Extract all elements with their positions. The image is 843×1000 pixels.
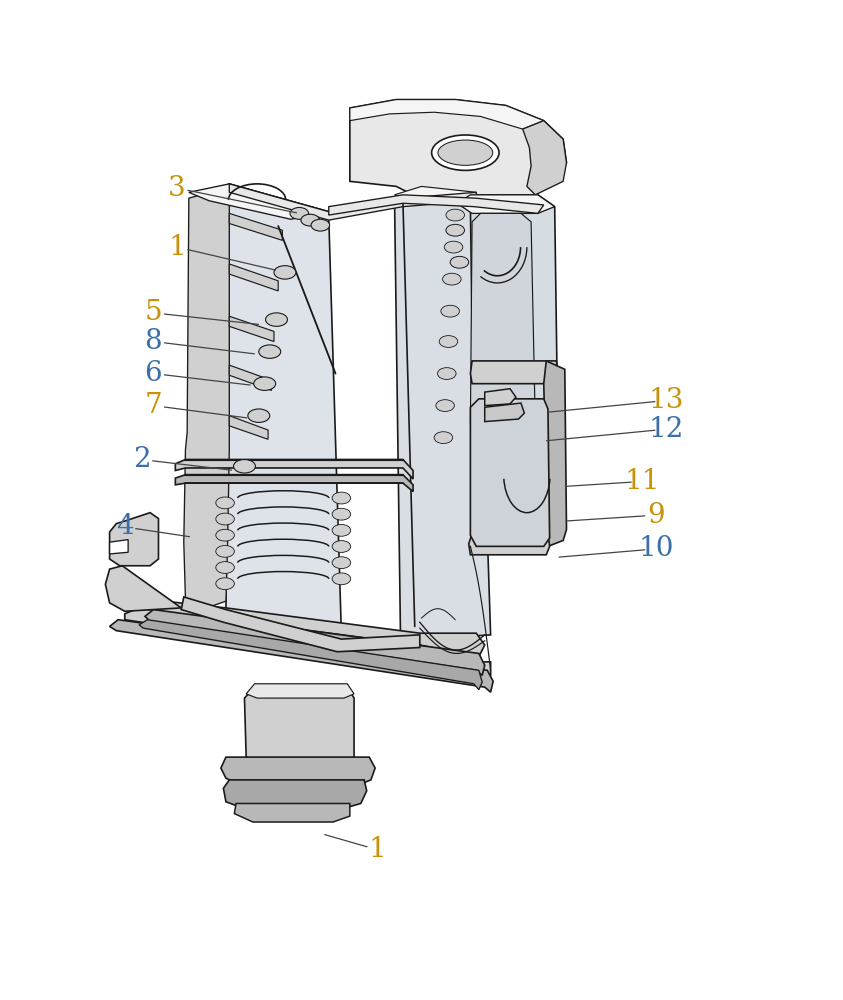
Polygon shape: [350, 100, 544, 129]
Polygon shape: [125, 608, 491, 675]
Ellipse shape: [216, 545, 234, 557]
Polygon shape: [110, 620, 493, 692]
Ellipse shape: [332, 492, 351, 504]
Ellipse shape: [436, 400, 454, 411]
Text: 1: 1: [368, 836, 387, 863]
Polygon shape: [139, 620, 482, 690]
Polygon shape: [395, 198, 491, 639]
Text: 5: 5: [145, 299, 162, 326]
Ellipse shape: [443, 273, 461, 285]
Polygon shape: [229, 264, 278, 291]
Polygon shape: [229, 316, 274, 342]
Text: 11: 11: [625, 468, 660, 495]
Polygon shape: [470, 213, 535, 439]
Ellipse shape: [438, 368, 456, 379]
Polygon shape: [329, 195, 544, 215]
Polygon shape: [175, 475, 413, 492]
Polygon shape: [110, 513, 158, 566]
Ellipse shape: [439, 336, 458, 347]
Ellipse shape: [332, 541, 351, 552]
Polygon shape: [234, 803, 350, 822]
Ellipse shape: [311, 219, 330, 231]
Polygon shape: [350, 100, 566, 203]
Ellipse shape: [441, 305, 459, 317]
Polygon shape: [523, 121, 566, 195]
Text: 13: 13: [648, 387, 684, 414]
Polygon shape: [223, 780, 367, 810]
Ellipse shape: [266, 313, 287, 326]
Polygon shape: [226, 184, 341, 643]
Ellipse shape: [216, 513, 234, 525]
Polygon shape: [229, 184, 476, 220]
Polygon shape: [244, 687, 354, 768]
Ellipse shape: [254, 377, 276, 390]
Polygon shape: [175, 460, 413, 479]
Polygon shape: [156, 601, 485, 657]
Text: 4: 4: [116, 513, 133, 540]
Text: 1: 1: [168, 234, 186, 261]
Polygon shape: [189, 184, 329, 219]
Ellipse shape: [332, 573, 351, 585]
Text: 3: 3: [169, 175, 185, 202]
Polygon shape: [395, 186, 476, 198]
Ellipse shape: [234, 460, 255, 473]
Polygon shape: [470, 195, 558, 470]
Text: 10: 10: [638, 535, 674, 562]
Text: 7: 7: [144, 392, 163, 419]
Ellipse shape: [216, 578, 234, 590]
Ellipse shape: [432, 135, 499, 170]
Ellipse shape: [216, 529, 234, 541]
Polygon shape: [457, 195, 555, 213]
Polygon shape: [470, 399, 550, 546]
Ellipse shape: [301, 214, 319, 226]
Ellipse shape: [274, 266, 296, 279]
Ellipse shape: [248, 409, 270, 422]
Polygon shape: [485, 389, 516, 406]
Ellipse shape: [438, 140, 492, 165]
Text: 12: 12: [648, 416, 684, 443]
Ellipse shape: [332, 524, 351, 536]
Polygon shape: [544, 361, 566, 546]
Polygon shape: [229, 365, 271, 390]
Text: 9: 9: [647, 502, 664, 529]
Ellipse shape: [446, 209, 464, 221]
Polygon shape: [110, 540, 128, 554]
Polygon shape: [469, 534, 550, 555]
Ellipse shape: [450, 256, 469, 268]
Polygon shape: [470, 361, 558, 384]
Polygon shape: [181, 597, 420, 652]
Ellipse shape: [444, 241, 463, 253]
Ellipse shape: [259, 345, 281, 358]
Text: 8: 8: [145, 328, 162, 355]
Ellipse shape: [332, 508, 351, 520]
Polygon shape: [105, 566, 181, 611]
Polygon shape: [184, 184, 229, 608]
Polygon shape: [229, 416, 268, 439]
Polygon shape: [145, 610, 485, 675]
Ellipse shape: [290, 207, 309, 219]
Text: 6: 6: [145, 360, 162, 387]
Polygon shape: [229, 213, 282, 240]
Ellipse shape: [216, 497, 234, 509]
Text: 2: 2: [133, 446, 150, 473]
Polygon shape: [246, 684, 354, 698]
Ellipse shape: [332, 557, 351, 569]
Ellipse shape: [216, 562, 234, 573]
Ellipse shape: [446, 224, 464, 236]
Polygon shape: [221, 757, 375, 787]
Ellipse shape: [434, 432, 453, 444]
Polygon shape: [485, 403, 524, 422]
